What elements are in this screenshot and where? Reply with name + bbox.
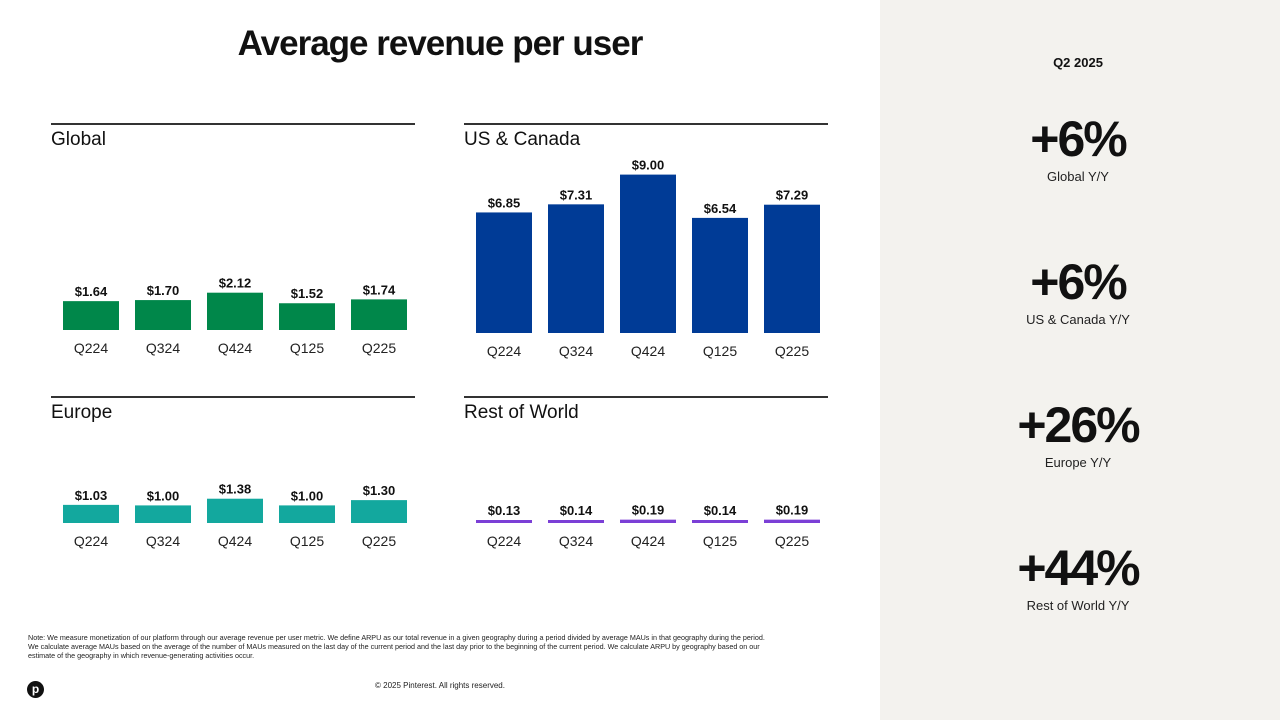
bar-value-label: $7.31 <box>560 187 593 202</box>
sidebar-period: Q2 2025 <box>1053 55 1103 70</box>
bar-value-label: $1.38 <box>219 482 252 497</box>
bar-q224 <box>476 212 532 333</box>
bar-q324 <box>548 520 604 523</box>
bar-value-label: $0.14 <box>704 503 737 518</box>
bar-value-label: $1.00 <box>147 488 180 503</box>
kpi-rest-of-world: +44% Rest of World Y/Y <box>880 542 1276 613</box>
bar-q224 <box>63 301 119 330</box>
bar-q225 <box>351 500 407 523</box>
bar-value-label: $0.19 <box>632 503 665 518</box>
bar-q125 <box>692 520 748 523</box>
bar-q324 <box>135 300 191 330</box>
bar-value-label: $1.30 <box>363 483 396 498</box>
bar-value-label: $1.70 <box>147 283 180 298</box>
chart-title-europe: Europe <box>51 402 113 423</box>
x-tick-label: Q125 <box>703 343 737 359</box>
x-tick-label: Q225 <box>775 533 809 549</box>
x-tick-label: Q424 <box>218 340 252 356</box>
copyright-text: © 2025 Pinterest. All rights reserved. <box>375 681 505 690</box>
x-tick-label: Q424 <box>218 533 252 549</box>
bar-q125 <box>279 303 335 330</box>
chart-panel-global: Global $1.64 Q224 $1.70 Q324 $2.12 Q424 $1.52 Q… <box>51 123 415 356</box>
kpi-global: +6% Global Y/Y <box>880 113 1276 184</box>
bar-value-label: $7.29 <box>776 188 809 203</box>
kpi-value: +6% <box>1030 254 1127 310</box>
kpi-europe: +26% Europe Y/Y <box>880 399 1276 470</box>
bar-q224 <box>63 504 119 523</box>
panel-divider <box>51 396 415 398</box>
bar-q324 <box>135 505 191 523</box>
panel-divider <box>51 123 415 125</box>
bar-q224 <box>476 520 532 523</box>
x-tick-label: Q224 <box>74 340 108 356</box>
x-tick-label: Q324 <box>146 340 180 356</box>
bar-q225 <box>764 519 820 523</box>
x-tick-label: Q225 <box>362 340 396 356</box>
chart-panel-europe: Europe $1.03 Q224 $1.00 Q324 $1.38 Q424 $1.00 Q… <box>51 396 415 556</box>
chart-panel-us-canada: US & Canada $6.85 Q224 $7.31 Q324 $9.00 Q424 $… <box>464 123 828 359</box>
bar-q225 <box>351 299 407 330</box>
chart-title-rest-of-world: Rest of World <box>464 402 579 423</box>
x-tick-label: Q324 <box>559 343 593 359</box>
bar-q424 <box>207 498 263 523</box>
x-tick-label: Q224 <box>487 533 521 549</box>
kpi-label: Rest of World Y/Y <box>1026 598 1130 613</box>
panel-divider <box>464 396 828 398</box>
kpi-value: +6% <box>1030 111 1127 167</box>
bar-q225 <box>764 204 820 333</box>
bar-q424 <box>620 174 676 333</box>
bar-value-label: $6.54 <box>704 201 737 216</box>
x-tick-label: Q324 <box>559 533 593 549</box>
chart-panel-rest-of-world: Rest of World $0.13 Q224 $0.14 Q324 $0.19 Q42… <box>464 396 828 556</box>
x-tick-label: Q125 <box>290 340 324 356</box>
kpi-value: +44% <box>1017 540 1140 596</box>
x-tick-label: Q225 <box>775 343 809 359</box>
bar-q125 <box>279 505 335 523</box>
kpi-label: US & Canada Y/Y <box>1026 312 1130 327</box>
x-tick-label: Q424 <box>631 343 665 359</box>
bar-value-label: $0.13 <box>488 503 521 518</box>
bar-q424 <box>620 519 676 523</box>
chart-title-global: Global <box>51 129 106 150</box>
bar-q324 <box>548 204 604 333</box>
x-tick-label: Q424 <box>631 533 665 549</box>
pinterest-logo: p <box>27 681 44 698</box>
kpi-label: Europe Y/Y <box>1044 455 1112 470</box>
bar-value-label: $0.14 <box>560 503 593 518</box>
bar-value-label: $1.52 <box>291 286 324 301</box>
bar-q424 <box>207 292 263 330</box>
x-tick-label: Q224 <box>74 533 108 549</box>
chart-global: $1.64 Q224 $1.70 Q324 $2.12 Q424 $1.52 Q125 $1.7… <box>63 276 407 356</box>
x-tick-label: Q125 <box>703 533 737 549</box>
chart-europe: $1.03 Q224 $1.00 Q324 $1.38 Q424 $1.00 Q125 $1.3… <box>63 482 407 549</box>
panel-divider <box>464 123 828 125</box>
bar-value-label: $2.12 <box>219 276 252 291</box>
footnote: Note: We measure monetization of our pla… <box>28 633 765 660</box>
chart-rest-of-world: $0.13 Q224 $0.14 Q324 $0.19 Q424 $0.14 Q125 $0.1… <box>476 503 820 549</box>
x-tick-label: Q224 <box>487 343 521 359</box>
x-tick-label: Q324 <box>146 533 180 549</box>
x-tick-label: Q225 <box>362 533 396 549</box>
bar-q125 <box>692 217 748 333</box>
bar-value-label: $1.03 <box>75 488 108 503</box>
kpi-us-canada: +6% US & Canada Y/Y <box>880 256 1276 327</box>
x-tick-label: Q125 <box>290 533 324 549</box>
bar-value-label: $1.64 <box>75 284 108 299</box>
summary-sidebar: Q2 2025 +6% Global Y/Y +6% US & Canada Y… <box>880 0 1280 720</box>
kpi-label: Global Y/Y <box>1047 169 1109 184</box>
bar-value-label: $0.19 <box>776 503 809 518</box>
bar-value-label: $1.74 <box>363 282 396 297</box>
chart-us-canada: $6.85 Q224 $7.31 Q324 $9.00 Q424 $6.54 Q125 $7.2… <box>476 158 820 359</box>
kpi-value: +26% <box>1017 397 1140 453</box>
page-title: Average revenue per user <box>237 24 644 63</box>
bar-value-label: $9.00 <box>632 158 665 173</box>
bar-value-label: $1.00 <box>291 488 324 503</box>
chart-title-us-canada: US & Canada <box>464 129 581 150</box>
bar-value-label: $6.85 <box>488 195 521 210</box>
